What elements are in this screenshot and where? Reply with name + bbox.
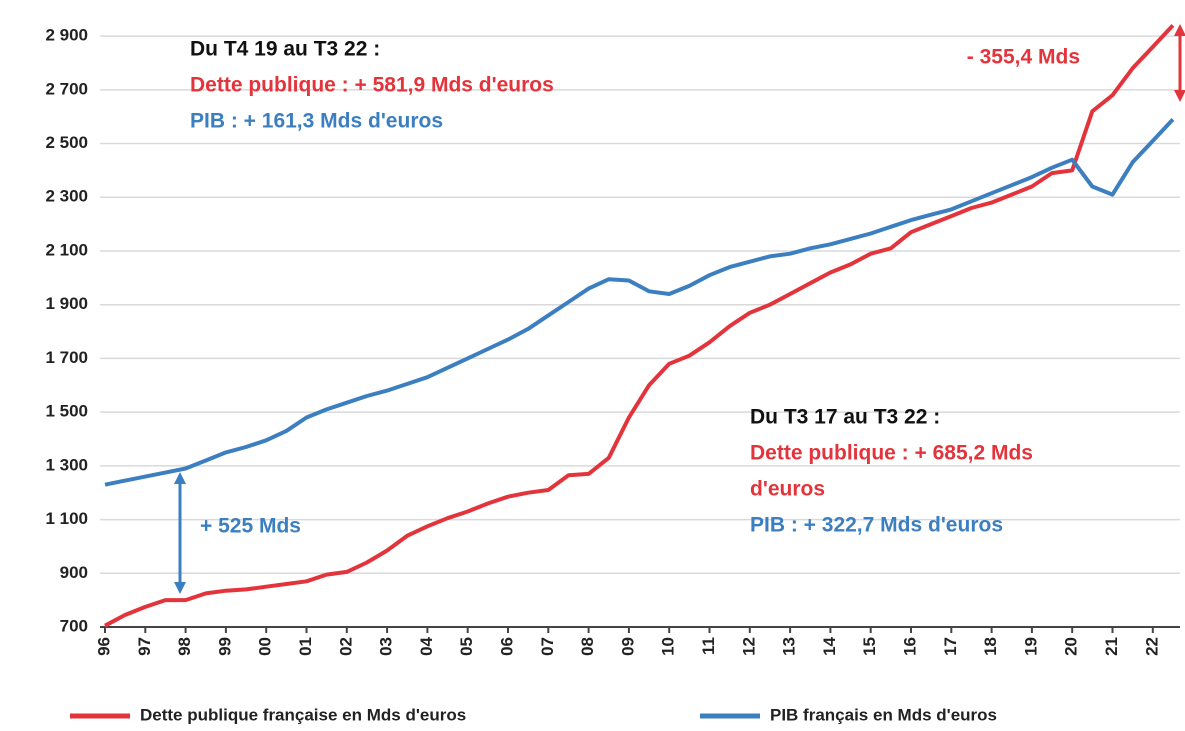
annotation: Du T3 17 au T3 22 : — [750, 406, 940, 429]
annotation: PIB : + 322,7 Mds d'euros — [750, 514, 1003, 537]
y-tick-label: 2 900 — [45, 26, 88, 45]
x-tick-label: 03 — [377, 637, 396, 656]
annotation: Dette publique : + 685,2 Mds — [750, 442, 1033, 465]
grid — [100, 35, 1180, 628]
y-tick-label: 1 100 — [45, 509, 88, 528]
y-tick-label: 2 300 — [45, 187, 88, 206]
line-series — [104, 24, 1175, 628]
x-tick-label: 19 — [1021, 637, 1040, 656]
legend-label: Dette publique française en Mds d'euros — [140, 705, 466, 724]
x-tick-label: 22 — [1142, 637, 1161, 656]
x-tick-label: 12 — [739, 637, 758, 656]
x-tick-label: 96 — [94, 637, 113, 656]
x-tick-label: 08 — [578, 637, 597, 656]
y-tick-label: 1 700 — [45, 348, 88, 367]
annotation: Dette publique : + 581,9 Mds d'euros — [190, 74, 554, 97]
annotation: Du T4 19 au T3 22 : — [190, 38, 380, 61]
annotation: - 355,4 Mds — [967, 46, 1080, 69]
x-tick-label: 00 — [256, 637, 275, 656]
x-tick-label: 07 — [538, 637, 557, 656]
x-tick-label: 99 — [215, 637, 234, 656]
y-tick-label: 1 900 — [45, 294, 88, 313]
x-tick-label: 97 — [135, 637, 154, 656]
x-tick-label: 15 — [860, 637, 879, 656]
y-tick-label: 700 — [60, 616, 88, 635]
x-tick-label: 04 — [417, 636, 436, 655]
x-tick-label: 09 — [618, 637, 637, 656]
y-tick-label: 1 500 — [45, 402, 88, 421]
annotation: d'euros — [750, 478, 825, 501]
y-tick-label: 900 — [60, 563, 88, 582]
x-tick-label: 17 — [941, 637, 960, 656]
x-tick-label: 11 — [699, 637, 718, 655]
x-tick-label: 13 — [780, 637, 799, 656]
annotation: PIB : + 161,3 Mds d'euros — [190, 110, 443, 133]
y-tick-label: 2 500 — [45, 133, 88, 152]
x-tick-label: 20 — [1062, 637, 1081, 656]
x-tick-label: 14 — [820, 636, 839, 655]
x-tick-label: 10 — [659, 637, 678, 656]
x-tick-label: 16 — [900, 637, 919, 656]
x-tick-label: 01 — [296, 637, 315, 656]
y-tick-label: 1 300 — [45, 455, 88, 474]
x-tick-label: 05 — [457, 637, 476, 656]
legend-label: PIB français en Mds d'euros — [770, 705, 997, 724]
annotation: + 525 Mds — [200, 515, 301, 538]
y-tick-label: 2 100 — [45, 240, 88, 259]
line-series — [104, 118, 1175, 487]
x-tick-label: 06 — [497, 637, 516, 656]
x-tick-label: 02 — [336, 637, 355, 656]
x-tick-label: 18 — [981, 637, 1000, 656]
y-tick-label: 2 700 — [45, 79, 88, 98]
x-tick-label: 21 — [1102, 637, 1121, 656]
x-tick-label: 98 — [175, 637, 194, 656]
